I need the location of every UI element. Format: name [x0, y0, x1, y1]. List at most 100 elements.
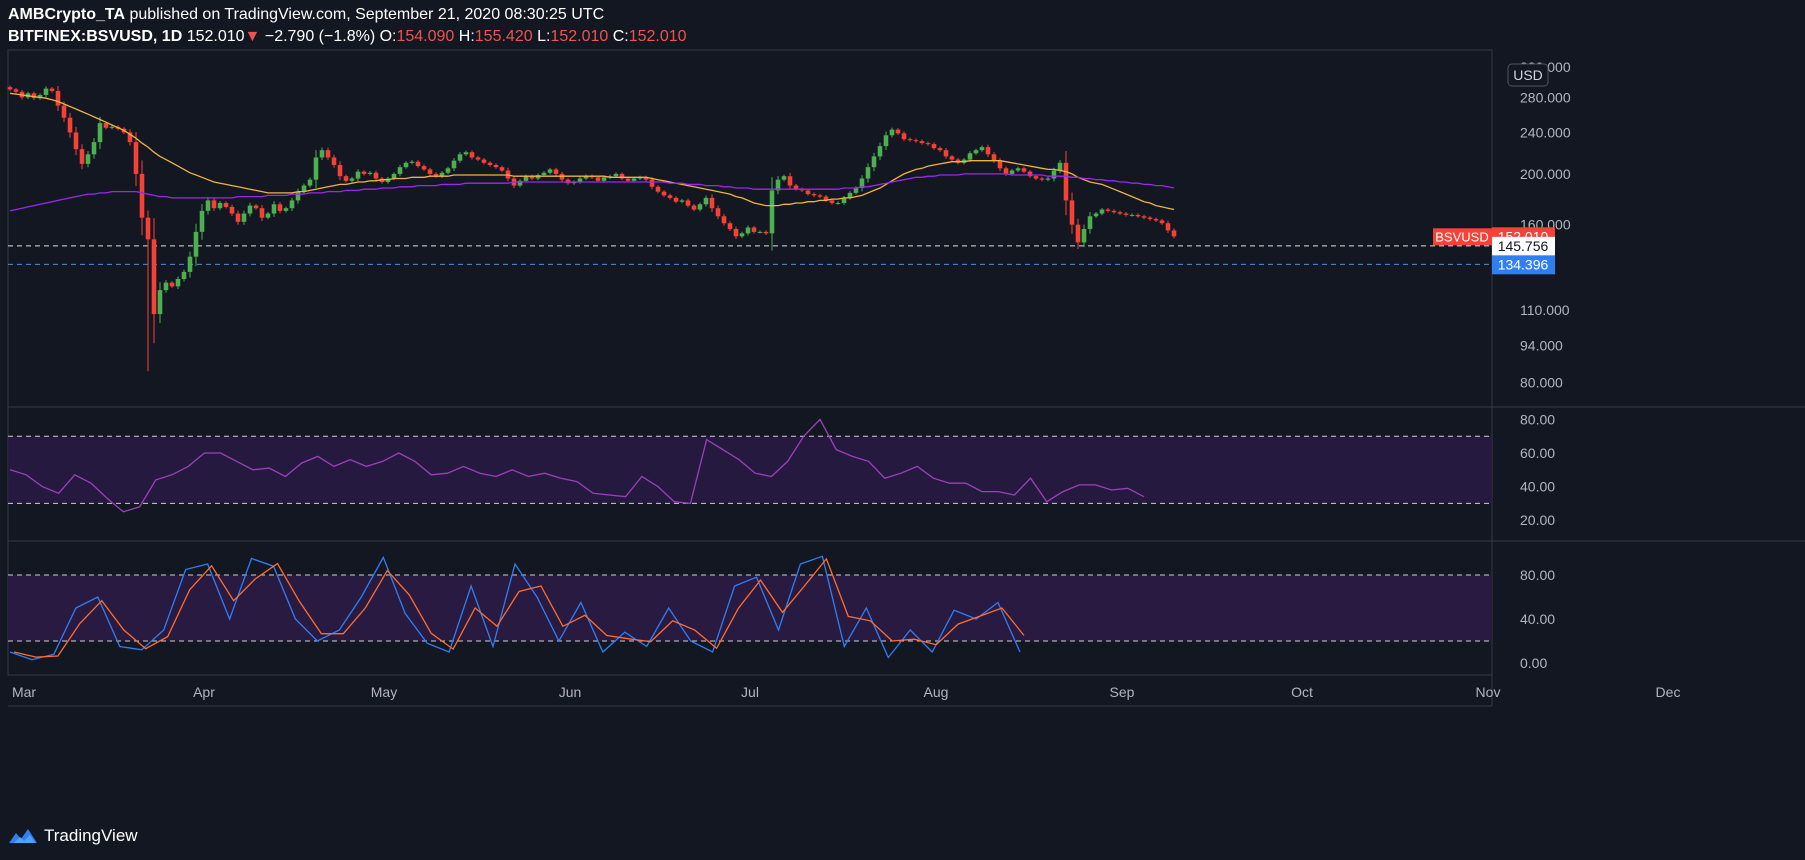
- support-price-label[interactable]: [1492, 236, 1555, 256]
- candle-body: [697, 204, 703, 210]
- candle-body: [253, 205, 259, 209]
- candle-body: [241, 213, 247, 222]
- candle-body: [745, 227, 751, 234]
- candle-body: [859, 178, 865, 188]
- time-tick-label: Aug: [924, 684, 949, 700]
- candle-body: [901, 133, 907, 140]
- stoch-k-line: [9, 555, 1021, 661]
- candle-body: [415, 161, 421, 167]
- symbol-price-tag[interactable]: [1433, 228, 1492, 246]
- candle-body: [211, 200, 217, 209]
- candle-body: [619, 173, 625, 179]
- candle-body: [1135, 214, 1141, 217]
- price-tick-label: 94.000: [1520, 338, 1563, 354]
- brand-name[interactable]: TradingView: [44, 826, 138, 845]
- candle-body: [937, 148, 943, 151]
- tradingview-logo-icon[interactable]: [8, 826, 38, 846]
- time-tick-label: May: [371, 684, 397, 700]
- candle-body: [355, 171, 361, 179]
- candle-body: [169, 282, 175, 287]
- author-name[interactable]: AMBCrypto_TA: [8, 6, 126, 23]
- candle-body: [763, 231, 769, 234]
- stoch-tick-label: 40.00: [1520, 611, 1555, 627]
- support-price-label[interactable]: [1492, 255, 1555, 275]
- candle-body: [979, 147, 985, 151]
- candle-body: [835, 202, 841, 204]
- candle-body: [1099, 209, 1105, 214]
- candle-body: [1063, 162, 1069, 201]
- close-label: C:: [612, 28, 629, 45]
- candle-body: [85, 154, 91, 164]
- chart-header: AMBCrypto_TA published on TradingView.co…: [0, 0, 1805, 50]
- rsi-tick-label: 60.00: [1520, 445, 1555, 461]
- candle-body: [781, 176, 787, 180]
- candle-body: [97, 123, 103, 143]
- candle-body: [643, 177, 649, 180]
- symbol-label[interactable]: BITFINEX:BSVUSD, 1D: [8, 28, 183, 45]
- candle-body: [517, 180, 523, 186]
- support-price-label-text: 145.756: [1498, 238, 1549, 254]
- candle-body: [499, 167, 505, 171]
- time-tick-label: Jun: [559, 684, 582, 700]
- candle-body: [265, 213, 271, 218]
- candle-body: [577, 178, 583, 183]
- candle-body: [787, 176, 793, 186]
- candle-body: [973, 150, 979, 154]
- candle-body: [871, 156, 877, 168]
- candle-body: [37, 94, 43, 99]
- candle-body: [691, 205, 697, 210]
- candle-body: [913, 140, 919, 142]
- candle-body: [145, 217, 151, 240]
- candle-body: [943, 150, 949, 157]
- candle-body: [163, 282, 169, 291]
- candle-body: [229, 206, 235, 214]
- candle-body: [337, 164, 343, 177]
- currency-button[interactable]: [1507, 63, 1549, 87]
- candle-body: [7, 87, 13, 90]
- candle-body: [679, 200, 685, 202]
- candle-body: [595, 177, 601, 181]
- publish-line: AMBCrypto_TA published on TradingView.co…: [8, 6, 604, 24]
- candle-body: [349, 178, 355, 181]
- candle-body: [547, 169, 553, 173]
- candle-body: [331, 157, 337, 165]
- candle-body: [313, 157, 319, 180]
- low-label: L:: [537, 28, 551, 45]
- candle-body: [769, 190, 775, 234]
- candle-body: [673, 197, 679, 202]
- currency-label[interactable]: USD: [1513, 67, 1543, 83]
- time-tick-label: Oct: [1291, 684, 1313, 700]
- candle-body: [289, 200, 295, 209]
- candle-body: [1087, 216, 1093, 229]
- candle-body: [271, 204, 277, 214]
- candle-body: [1075, 224, 1081, 243]
- candle-body: [55, 90, 61, 106]
- price-tick-label: 240.000: [1520, 124, 1571, 140]
- candle-body: [1129, 214, 1135, 216]
- candle-body: [967, 153, 973, 160]
- candle-body: [259, 208, 265, 218]
- candle-body: [715, 208, 721, 217]
- candle-body: [151, 239, 157, 315]
- chart-area[interactable]: 80.00094.000110.000160.000200.000240.000…: [0, 0, 1805, 820]
- candle-body: [1003, 168, 1009, 174]
- candle-body: [307, 179, 313, 186]
- candle-body: [373, 172, 379, 179]
- candle-body: [649, 179, 655, 187]
- candle-body: [493, 164, 499, 168]
- open-value: 154.090: [396, 28, 455, 45]
- candle-body: [391, 173, 397, 179]
- candle-body: [79, 149, 85, 164]
- candle-body: [193, 231, 199, 257]
- candle-body: [487, 162, 493, 165]
- candle-body: [73, 132, 79, 150]
- rsi-tick-label: 20.00: [1520, 512, 1555, 528]
- candle-body: [475, 157, 481, 160]
- candle-body: [1081, 228, 1087, 243]
- candle-body: [481, 159, 487, 163]
- candle-body: [877, 146, 883, 157]
- candle-body: [1171, 230, 1177, 237]
- candle-body: [133, 142, 139, 174]
- candle-body: [919, 141, 925, 144]
- candle-body: [49, 88, 55, 91]
